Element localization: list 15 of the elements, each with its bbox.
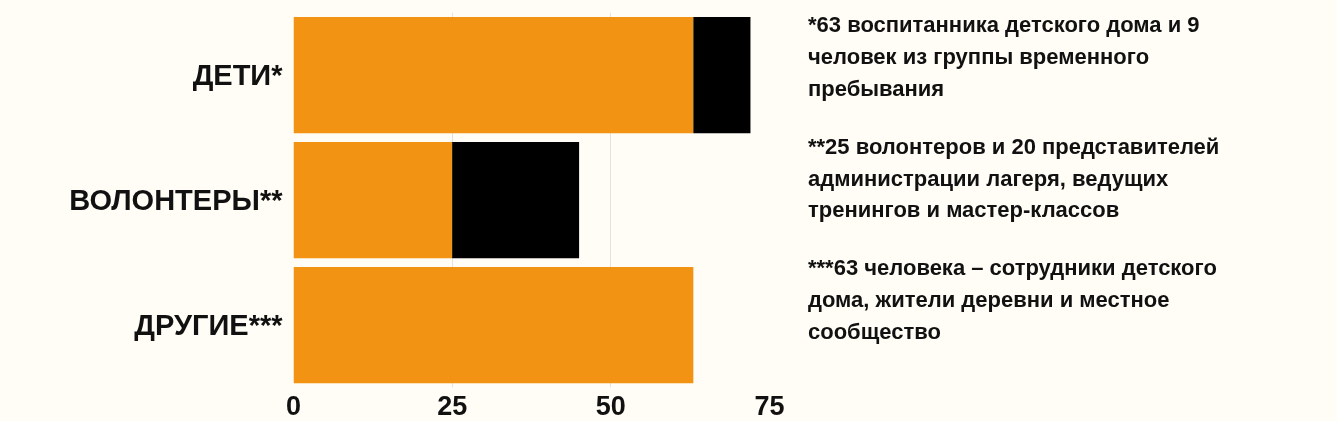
text: ***63 человека – сотрудники детского дома, жители деревни и местное сообщество bbox=[808, 254, 1218, 347]
x-tick-label: 75 bbox=[754, 390, 785, 421]
y-tick-label: ВОЛОНТЕРЫ** bbox=[69, 184, 284, 216]
text: *63 воспитанника детского дома и 9 человек из группы временного пребывания bbox=[808, 11, 1201, 103]
y-tick-label: ДЕТИ* bbox=[192, 59, 284, 91]
bar bbox=[293, 266, 694, 384]
bar bbox=[293, 16, 694, 134]
bar bbox=[293, 141, 453, 259]
y-tick-label: ДРУГИЕ*** bbox=[134, 309, 284, 341]
text: **25 волонтеров и 20 представителей администрации лагеря, ведущих тренингов и мастер-классов bbox=[808, 132, 1221, 225]
x-tick-label: 50 bbox=[595, 390, 626, 421]
x-tick-label: 25 bbox=[437, 390, 468, 421]
x-tick-label: 0 bbox=[285, 390, 302, 421]
bar bbox=[452, 141, 580, 259]
bar bbox=[693, 16, 751, 134]
